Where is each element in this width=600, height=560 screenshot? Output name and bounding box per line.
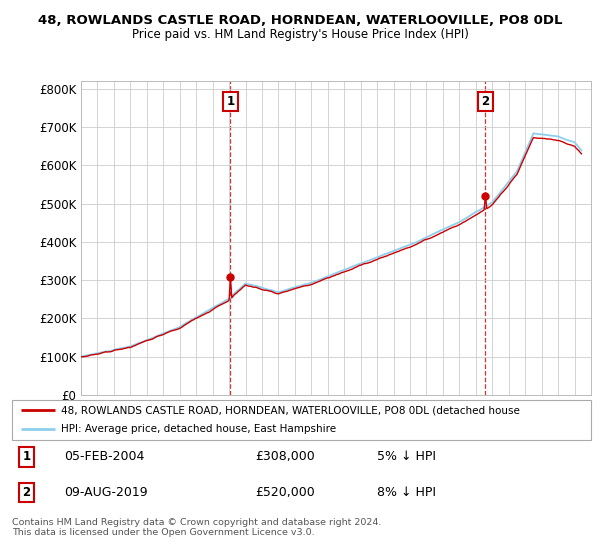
Text: 48, ROWLANDS CASTLE ROAD, HORNDEAN, WATERLOOVILLE, PO8 0DL: 48, ROWLANDS CASTLE ROAD, HORNDEAN, WATE… — [38, 14, 562, 27]
Text: 5% ↓ HPI: 5% ↓ HPI — [377, 450, 436, 464]
Text: 8% ↓ HPI: 8% ↓ HPI — [377, 486, 436, 499]
Text: 1: 1 — [226, 95, 235, 108]
Text: £520,000: £520,000 — [255, 486, 315, 499]
FancyBboxPatch shape — [12, 400, 591, 440]
Text: 2: 2 — [22, 486, 31, 499]
Text: 48, ROWLANDS CASTLE ROAD, HORNDEAN, WATERLOOVILLE, PO8 0DL (detached house: 48, ROWLANDS CASTLE ROAD, HORNDEAN, WATE… — [61, 405, 520, 415]
Text: 1: 1 — [22, 450, 31, 464]
Text: £308,000: £308,000 — [255, 450, 315, 464]
Text: Price paid vs. HM Land Registry's House Price Index (HPI): Price paid vs. HM Land Registry's House … — [131, 28, 469, 41]
Text: 09-AUG-2019: 09-AUG-2019 — [64, 486, 148, 499]
Text: Contains HM Land Registry data © Crown copyright and database right 2024.
This d: Contains HM Land Registry data © Crown c… — [12, 518, 382, 538]
Text: HPI: Average price, detached house, East Hampshire: HPI: Average price, detached house, East… — [61, 423, 337, 433]
Text: 05-FEB-2004: 05-FEB-2004 — [64, 450, 145, 464]
Text: 2: 2 — [481, 95, 490, 108]
